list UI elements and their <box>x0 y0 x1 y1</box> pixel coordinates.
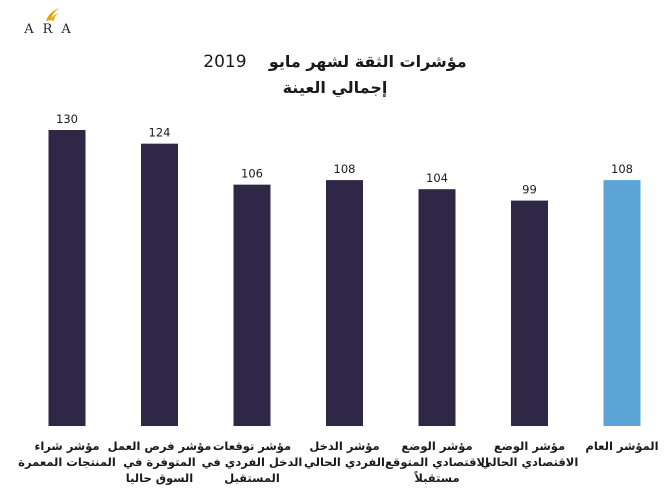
category-label-3: مؤشر توقعات الدخل الفردي في المستقبل <box>201 439 303 485</box>
category-label-4: مؤشر الدخل الفردي الحالي <box>304 439 385 469</box>
logo: ARA <box>12 6 92 40</box>
category-label-1: مؤشر شراء المنتجات المعمرة <box>18 439 116 469</box>
bar-value-label-3: 106 <box>241 167 263 181</box>
flame-swoosh-icon <box>46 8 59 21</box>
logo-text: ARA <box>24 22 80 37</box>
bar-5 <box>418 189 456 426</box>
chart-title-year: 2019 <box>203 52 247 72</box>
chart-subtitle: إجمالي العينة <box>282 78 388 97</box>
bar-2 <box>141 143 178 426</box>
bar-3 <box>233 184 271 426</box>
category-label-2: مؤشر فرص العمل المتوفرة في السوق حاليا <box>107 439 212 485</box>
bar-value-label-4: 108 <box>334 162 356 176</box>
bar-value-label-1: 130 <box>56 112 78 126</box>
chart-title-text: مؤشرات الثقة لشهر مايو <box>268 52 467 71</box>
bar-4 <box>326 180 363 426</box>
chart-title: 2019 مؤشرات الثقة لشهر مايو <box>150 52 520 72</box>
bar-1 <box>48 130 86 426</box>
bar-7 <box>603 180 641 426</box>
bar-6 <box>511 200 548 426</box>
category-label-7: المؤشر العام <box>585 439 659 453</box>
bar-value-label-6: 99 <box>522 183 537 197</box>
bar-value-label-7: 108 <box>611 162 633 176</box>
category-label-6: مؤشر الوضع الاقتصادي الحالي <box>480 439 579 469</box>
bar-value-label-5: 104 <box>426 171 448 185</box>
category-label-5: مؤشر الوضع الاقتصادي المتوقع مستقبلاً <box>384 439 490 485</box>
bar-value-label-2: 124 <box>149 126 171 140</box>
